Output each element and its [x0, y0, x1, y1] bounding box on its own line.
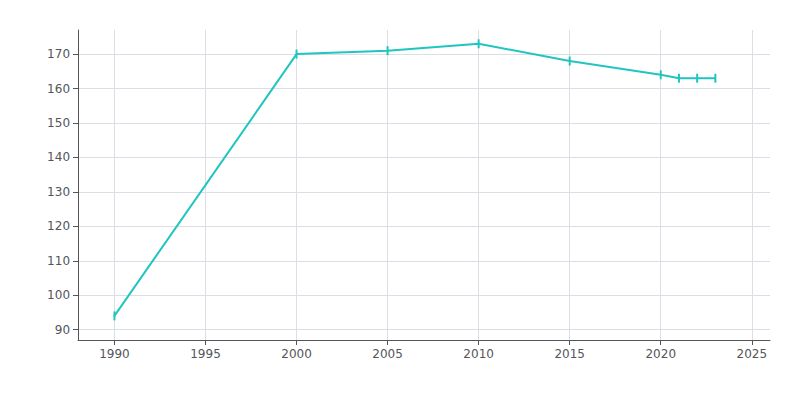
svg-text:100: 100 [47, 288, 70, 302]
svg-text:1995: 1995 [190, 347, 221, 361]
svg-text:2025: 2025 [737, 347, 768, 361]
svg-text:2020: 2020 [645, 347, 676, 361]
svg-text:90: 90 [55, 323, 70, 337]
svg-text:150: 150 [47, 116, 70, 130]
svg-text:110: 110 [47, 254, 70, 268]
svg-text:2015: 2015 [554, 347, 585, 361]
svg-text:2010: 2010 [463, 347, 494, 361]
svg-text:170: 170 [47, 47, 70, 61]
svg-text:130: 130 [47, 185, 70, 199]
svg-text:2000: 2000 [281, 347, 312, 361]
svg-text:2005: 2005 [372, 347, 403, 361]
svg-text:160: 160 [47, 82, 70, 96]
svg-text:1990: 1990 [99, 347, 130, 361]
svg-text:140: 140 [47, 150, 70, 164]
svg-text:120: 120 [47, 219, 70, 233]
